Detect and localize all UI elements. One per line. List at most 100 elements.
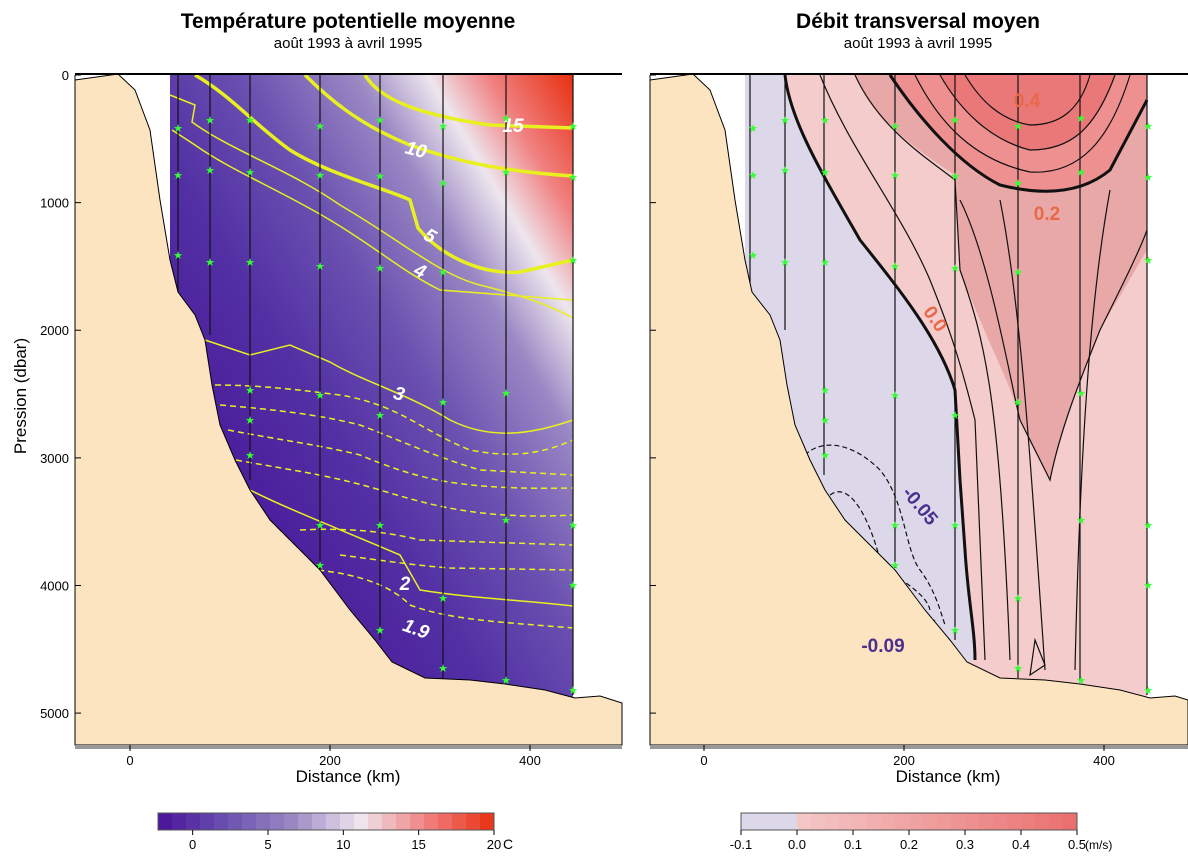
contour [914, 74, 1131, 173]
station-star: ★ [375, 171, 385, 183]
colorbar-swatch [965, 813, 980, 830]
station-star: ★ [501, 167, 511, 179]
station-star: ★ [890, 520, 900, 532]
station-star: ★ [950, 410, 960, 422]
station-star: ★ [245, 415, 255, 427]
station-star: ★ [748, 123, 758, 135]
colorbar-swatch [993, 813, 1008, 830]
colorbar-tick-label: 5 [264, 837, 271, 852]
station-star: ★ [1143, 172, 1153, 184]
colorbar-swatch [270, 813, 285, 830]
station-star: ★ [1076, 388, 1086, 400]
station-star: ★ [950, 171, 960, 183]
colorbar-swatch [242, 813, 257, 830]
contour [964, 74, 1091, 126]
station-star: ★ [1013, 178, 1023, 190]
contour [249, 489, 574, 607]
station-star: ★ [315, 261, 325, 273]
colorbar-tick-label: 0.0 [788, 837, 806, 852]
contour [888, 74, 1149, 193]
axis-bottom-bar [75, 745, 622, 749]
station-star: ★ [205, 165, 215, 177]
station-star: ★ [950, 115, 960, 127]
station-star: ★ [173, 250, 183, 262]
station-star: ★ [1143, 520, 1153, 532]
station-star: ★ [1013, 593, 1023, 605]
x-tick-label: 200 [893, 753, 915, 768]
station-star: ★ [890, 390, 900, 402]
title: Débit transversal moyen [796, 10, 1040, 33]
station-star: ★ [1143, 685, 1153, 697]
y-axis-label: Pression (dbar) [11, 338, 30, 454]
colorbar-swatch [396, 813, 411, 830]
colorbar-tick-label: 0.1 [844, 837, 862, 852]
station-star: ★ [890, 121, 900, 133]
station-star: ★ [245, 167, 255, 179]
station-star: ★ [1013, 397, 1023, 409]
seafloor [74, 73, 623, 746]
y-tick-label: 3000 [40, 451, 69, 466]
colorbar-unit: C [503, 836, 513, 852]
colorbar-swatch [172, 813, 187, 830]
colorbar-swatch [228, 813, 243, 830]
station-star: ★ [501, 675, 511, 687]
colorbar-swatch [797, 813, 812, 830]
colorbar-swatch [312, 813, 327, 830]
station-star: ★ [1143, 121, 1153, 133]
station-star: ★ [375, 625, 385, 637]
colorbar-swatch [368, 813, 383, 830]
contour [299, 528, 574, 546]
x-tick-label: 0 [126, 753, 133, 768]
contour [317, 569, 574, 629]
station-star: ★ [568, 172, 578, 184]
station-star: ★ [245, 385, 255, 397]
station-star: ★ [1076, 113, 1086, 125]
station-star: ★ [820, 115, 830, 127]
station-star: ★ [748, 250, 758, 262]
colorbar-swatch [923, 813, 938, 830]
contour [204, 339, 574, 434]
station-star: ★ [438, 663, 448, 675]
colorbar-swatch [326, 813, 341, 830]
station-star: ★ [315, 170, 325, 182]
station-star: ★ [375, 410, 385, 422]
colorbar-swatch [438, 813, 453, 830]
colorbar-swatch [480, 813, 495, 830]
colorbar-swatch [895, 813, 910, 830]
station-star: ★ [245, 257, 255, 269]
colorbar-swatch [979, 813, 994, 830]
colorbar-swatch [284, 813, 299, 830]
station-star: ★ [950, 263, 960, 275]
x-tick-label: 400 [1093, 753, 1115, 768]
colorbar-swatch [769, 813, 784, 830]
subtitle: août 1993 à avril 1995 [274, 35, 422, 52]
colorbar-frame [157, 812, 495, 831]
colorbar-tick-label: 0 [189, 837, 196, 852]
colorbar-tick-label: 0.3 [956, 837, 974, 852]
y-tick-label: 0 [62, 68, 69, 83]
panel-right: Débit transversal moyen août 1993 à avri… [649, 10, 1188, 786]
station-star: ★ [438, 178, 448, 190]
station-star: ★ [315, 390, 325, 402]
station-star: ★ [375, 263, 385, 275]
station-star: ★ [501, 515, 511, 527]
colorbar-swatch [410, 813, 425, 830]
colorbar-tick-label: 20 [487, 837, 501, 852]
station-star: ★ [780, 165, 790, 177]
x-tick-label: 200 [319, 753, 341, 768]
station-star: ★ [1013, 267, 1023, 279]
colorbar-swatch [839, 813, 854, 830]
station-star: ★ [205, 115, 215, 127]
colorbar-tick-label: -0.1 [730, 837, 752, 852]
title: Température potentielle moyenne [181, 10, 516, 33]
colorbar-tick-label: 15 [411, 837, 425, 852]
station-star: ★ [1013, 121, 1023, 133]
station-star: ★ [438, 121, 448, 133]
station-star: ★ [1013, 663, 1023, 675]
station-star: ★ [1143, 580, 1153, 592]
colorbar-tick-label: 0.2 [900, 837, 918, 852]
colorbar-swatch [909, 813, 924, 830]
station-star: ★ [173, 170, 183, 182]
contour [999, 199, 1046, 671]
axis-bottom-bar [650, 745, 1188, 749]
